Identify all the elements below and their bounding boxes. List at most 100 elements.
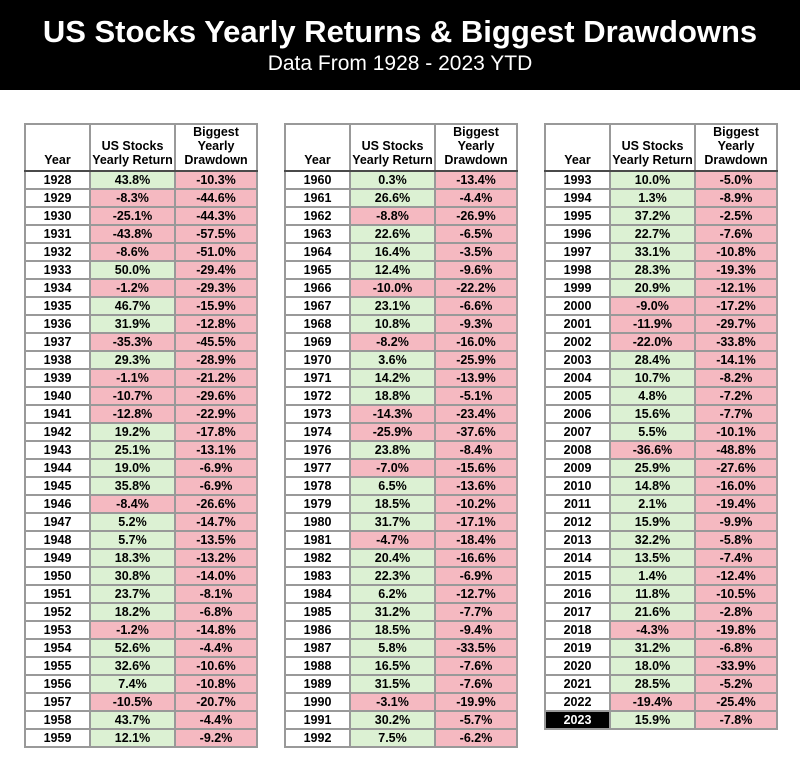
- year-cell: 2015: [544, 566, 611, 586]
- return-cell: -10.5%: [89, 692, 176, 712]
- table-row: 2019 31.2% -6.8%: [544, 638, 778, 658]
- table-row: 2002 -22.0% -33.8%: [544, 332, 778, 352]
- drawdown-cell: -29.7%: [694, 314, 778, 334]
- table-row: 2021 28.5% -5.2%: [544, 674, 778, 694]
- table-row: 2012 15.9% -9.9%: [544, 512, 778, 532]
- table-row: 1936 31.9% -12.8%: [24, 314, 258, 334]
- table-row: 1998 28.3% -19.3%: [544, 260, 778, 280]
- return-cell: 43.7%: [89, 710, 176, 730]
- drawdown-cell: -13.6%: [434, 476, 518, 496]
- drawdown-cell: -15.6%: [434, 458, 518, 478]
- return-cell: -10.0%: [349, 278, 436, 298]
- drawdown-cell: -7.8%: [694, 710, 778, 730]
- return-cell: -11.9%: [609, 314, 696, 334]
- table-row: 1943 25.1% -13.1%: [24, 440, 258, 460]
- table-row: 1946 -8.4% -26.6%: [24, 494, 258, 514]
- year-cell: 1963: [284, 224, 351, 244]
- returns-table-1960-1992: Year US Stocks Yearly Return Biggest Yea…: [284, 123, 518, 748]
- year-cell: 1943: [24, 440, 91, 460]
- table-row: 1976 23.8% -8.4%: [284, 440, 518, 460]
- year-cell: 1992: [284, 728, 351, 748]
- table-row: 1957 -10.5% -20.7%: [24, 692, 258, 712]
- year-cell: 1959: [24, 728, 91, 748]
- table-row: 1991 30.2% -5.7%: [284, 710, 518, 730]
- year-cell: 1972: [284, 386, 351, 406]
- table-row: 1934 -1.2% -29.3%: [24, 278, 258, 298]
- return-cell: -10.7%: [89, 386, 176, 406]
- table-row: 1930 -25.1% -44.3%: [24, 206, 258, 226]
- year-cell: 2006: [544, 404, 611, 424]
- year-cell: 1983: [284, 566, 351, 586]
- year-cell: 1979: [284, 494, 351, 514]
- year-cell: 1971: [284, 368, 351, 388]
- return-cell: 18.3%: [89, 548, 176, 568]
- year-cell: 1937: [24, 332, 91, 352]
- drawdown-cell: -17.2%: [694, 296, 778, 316]
- drawdown-cell: -16.6%: [434, 548, 518, 568]
- table-row: 1968 10.8% -9.3%: [284, 314, 518, 334]
- year-cell: 2003: [544, 350, 611, 370]
- drawdown-cell: -6.2%: [434, 728, 518, 748]
- year-cell: 1956: [24, 674, 91, 694]
- drawdown-cell: -4.4%: [174, 638, 258, 658]
- table-row: 2007 5.5% -10.1%: [544, 422, 778, 442]
- drawdown-cell: -12.4%: [694, 566, 778, 586]
- drawdown-cell: -5.2%: [694, 674, 778, 694]
- year-cell: 2011: [544, 494, 611, 514]
- return-cell: -1.1%: [89, 368, 176, 388]
- table-row: 1963 22.6% -6.5%: [284, 224, 518, 244]
- return-cell: 15.9%: [609, 710, 696, 730]
- year-cell: 1928: [24, 170, 91, 190]
- year-cell: 2023: [544, 710, 611, 730]
- drawdown-cell: -2.5%: [694, 206, 778, 226]
- table-row: 2010 14.8% -16.0%: [544, 476, 778, 496]
- year-cell: 1999: [544, 278, 611, 298]
- return-cell: 15.9%: [609, 512, 696, 532]
- return-cell: 4.8%: [609, 386, 696, 406]
- return-cell: 31.9%: [89, 314, 176, 334]
- year-cell: 1968: [284, 314, 351, 334]
- table-row: 1962 -8.8% -26.9%: [284, 206, 518, 226]
- drawdown-cell: -4.4%: [434, 188, 518, 208]
- year-cell: 1961: [284, 188, 351, 208]
- return-cell: 12.1%: [89, 728, 176, 748]
- table-row: 1939 -1.1% -21.2%: [24, 368, 258, 388]
- year-cell: 1932: [24, 242, 91, 262]
- return-cell: -8.3%: [89, 188, 176, 208]
- table-row: 1928 43.8% -10.3%: [24, 170, 258, 190]
- drawdown-cell: -37.6%: [434, 422, 518, 442]
- table-row: 1972 18.8% -5.1%: [284, 386, 518, 406]
- return-cell: 32.2%: [609, 530, 696, 550]
- return-cell: 22.6%: [349, 224, 436, 244]
- drawdown-cell: -3.5%: [434, 242, 518, 262]
- table-body-3: 1993 10.0% -5.0% 1994 1.3% -8.9% 1995 37.2% -2.5…: [544, 170, 778, 730]
- return-cell: 26.6%: [349, 188, 436, 208]
- year-cell: 1997: [544, 242, 611, 262]
- drawdown-cell: -19.8%: [694, 620, 778, 640]
- return-cell: -14.3%: [349, 404, 436, 424]
- year-cell: 1969: [284, 332, 351, 352]
- drawdown-cell: -29.6%: [174, 386, 258, 406]
- drawdown-cell: -16.0%: [434, 332, 518, 352]
- drawdown-cell: -9.4%: [434, 620, 518, 640]
- drawdown-cell: -16.0%: [694, 476, 778, 496]
- return-cell: -8.8%: [349, 206, 436, 226]
- drawdown-cell: -10.6%: [174, 656, 258, 676]
- return-cell: 32.6%: [89, 656, 176, 676]
- year-cell: 1985: [284, 602, 351, 622]
- return-cell: -8.2%: [349, 332, 436, 352]
- year-cell: 1986: [284, 620, 351, 640]
- table-row: 1964 16.4% -3.5%: [284, 242, 518, 262]
- year-cell: 1949: [24, 548, 91, 568]
- return-cell: 29.3%: [89, 350, 176, 370]
- drawdown-cell: -10.8%: [174, 674, 258, 694]
- return-cell: -7.0%: [349, 458, 436, 478]
- table-row: 2006 15.6% -7.7%: [544, 404, 778, 424]
- drawdown-cell: -20.7%: [174, 692, 258, 712]
- table-row: 1966 -10.0% -22.2%: [284, 278, 518, 298]
- return-cell: 31.5%: [349, 674, 436, 694]
- table-row: 2004 10.7% -8.2%: [544, 368, 778, 388]
- drawdown-cell: -17.8%: [174, 422, 258, 442]
- return-cell: -1.2%: [89, 620, 176, 640]
- drawdown-cell: -6.9%: [434, 566, 518, 586]
